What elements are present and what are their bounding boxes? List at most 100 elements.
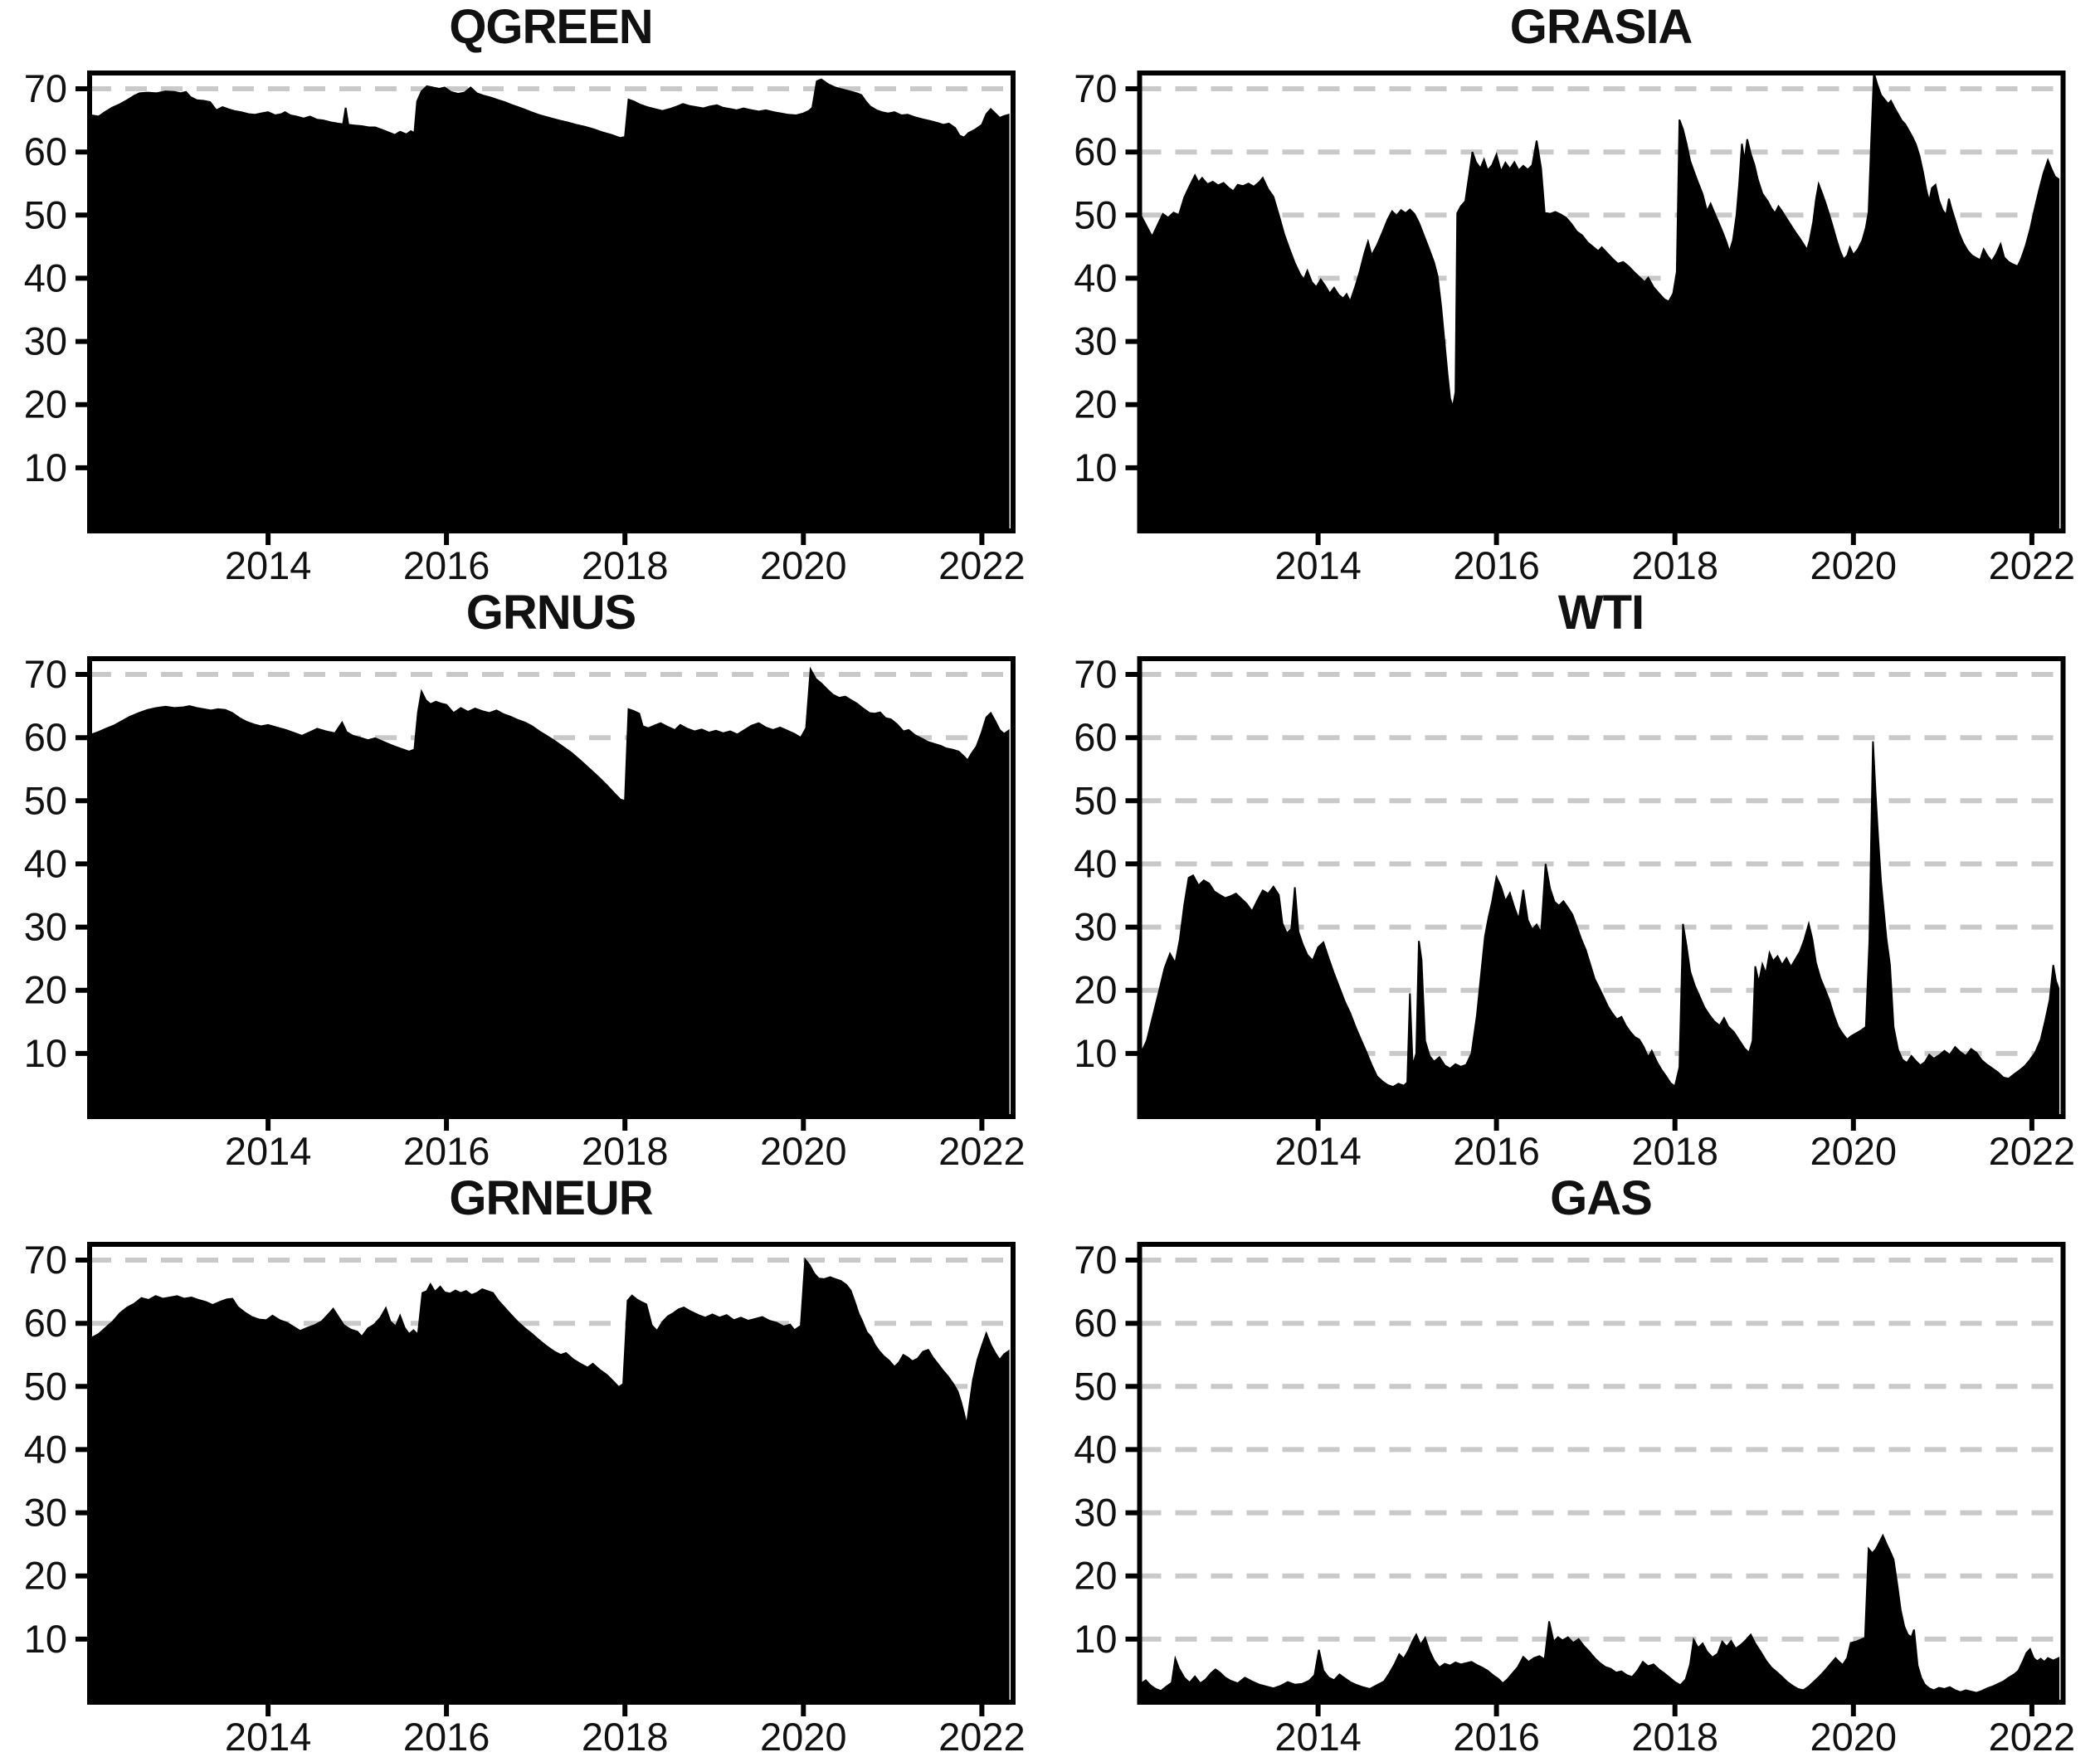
plot-frame xyxy=(1137,1242,2066,1705)
x-tick-label: 2022 xyxy=(1989,543,2076,586)
chart-panel-grnus: GRNUS 10 20 30 40 50 60 70 2014 2016 2018 2020 2022 xyxy=(0,586,1050,1171)
x-tick-label: 2016 xyxy=(1453,543,1540,586)
y-tick-label: 20 xyxy=(24,968,67,1012)
chart-panel-qgreen: QGREEN 10 20 30 40 50 60 70 2014 2016 2018 2020 202… xyxy=(0,0,1050,586)
plot-frame xyxy=(1137,656,2066,1119)
y-tick-label: 40 xyxy=(24,256,67,299)
plot-frame xyxy=(1137,71,2066,533)
plot-frame xyxy=(87,71,1016,533)
x-tick-label: 2022 xyxy=(1989,1129,2076,1171)
y-tick-label: 30 xyxy=(24,319,67,363)
y-tick-label: 70 xyxy=(1074,1238,1117,1282)
area-series xyxy=(1140,741,2060,1117)
y-tick-label: 20 xyxy=(24,1554,67,1598)
y-tick-label: 60 xyxy=(1074,129,1117,173)
y-tick-label: 20 xyxy=(1074,1554,1117,1598)
chart-panel-grasia: GRASIA 10 20 30 40 50 60 70 2014 2016 2018 2020 202… xyxy=(1050,0,2100,586)
area-series xyxy=(90,78,1010,532)
x-tick-label: 2020 xyxy=(760,1129,847,1171)
chart-panel-wti: WTI 10 20 30 40 50 60 70 2014 2016 2018 2020 2022 xyxy=(1050,586,2100,1171)
x-tick-label: 2014 xyxy=(1274,1715,1362,1757)
y-tick-label: 70 xyxy=(24,66,67,110)
y-tick-label: 40 xyxy=(24,841,67,885)
y-tick-label: 30 xyxy=(1074,1491,1117,1535)
x-tick-label: 2018 xyxy=(582,543,669,586)
x-tick-label: 2022 xyxy=(938,1715,1026,1757)
y-tick-label: 20 xyxy=(1074,968,1117,1012)
y-tick-label: 20 xyxy=(1074,382,1117,426)
area-series xyxy=(90,1257,1010,1703)
area-chart-gas: GAS 10 20 30 40 50 60 70 2014 2016 2018 2020 2022 xyxy=(1074,1171,2076,1757)
plot-frame xyxy=(87,1242,1016,1705)
x-tick-label: 2014 xyxy=(225,1129,312,1171)
chart-title: WTI xyxy=(1558,586,1644,640)
chart-title: GRNUS xyxy=(466,586,636,640)
chart-panel-grneur: GRNEUR 10 20 30 40 50 60 70 2014 2016 2018 2020 202… xyxy=(0,1171,1050,1757)
chart-title: GRNEUR xyxy=(449,1171,652,1225)
area-series xyxy=(1140,72,2060,532)
y-tick-label: 50 xyxy=(24,192,67,236)
chart-panel-gas: GAS 10 20 30 40 50 60 70 2014 2016 2018 2020 2022 xyxy=(1050,1171,2100,1757)
y-tick-label: 30 xyxy=(1074,319,1117,363)
y-tick-label: 10 xyxy=(1074,1617,1117,1661)
x-tick-label: 2016 xyxy=(1453,1129,1540,1171)
y-tick-label: 10 xyxy=(1074,1031,1117,1075)
area-chart-grnus: GRNUS 10 20 30 40 50 60 70 2014 2016 2018 2020 2022 xyxy=(24,586,1026,1171)
y-tick-label: 10 xyxy=(24,1617,67,1661)
x-tick-label: 2018 xyxy=(1631,1129,1718,1171)
y-tick-label: 60 xyxy=(1074,1301,1117,1345)
x-tick-label: 2014 xyxy=(1274,543,1362,586)
area-series xyxy=(90,666,1010,1117)
x-tick-label: 2014 xyxy=(225,543,312,586)
x-tick-label: 2020 xyxy=(1810,543,1898,586)
y-tick-label: 40 xyxy=(1074,841,1117,885)
x-tick-label: 2016 xyxy=(1453,1715,1540,1757)
y-tick-label: 20 xyxy=(24,382,67,426)
chart-title: GAS xyxy=(1550,1171,1652,1225)
y-tick-label: 50 xyxy=(24,1364,67,1408)
y-tick-label: 60 xyxy=(1074,715,1117,759)
y-tick-label: 50 xyxy=(1074,192,1117,236)
x-tick-label: 2022 xyxy=(1989,1715,2076,1757)
x-tick-label: 2018 xyxy=(582,1715,669,1757)
y-tick-label: 60 xyxy=(24,129,67,173)
y-tick-label: 40 xyxy=(1074,256,1117,299)
x-tick-label: 2020 xyxy=(1810,1129,1898,1171)
y-tick-label: 50 xyxy=(1074,1364,1117,1408)
y-tick-label: 70 xyxy=(24,652,67,696)
x-tick-label: 2022 xyxy=(938,543,1026,586)
y-tick-label: 40 xyxy=(24,1427,67,1471)
x-tick-label: 2016 xyxy=(403,1129,490,1171)
y-tick-label: 50 xyxy=(24,778,67,822)
y-tick-label: 40 xyxy=(1074,1427,1117,1471)
y-tick-label: 30 xyxy=(24,905,67,949)
chart-title: QGREEN xyxy=(449,0,652,54)
x-tick-label: 2018 xyxy=(582,1129,669,1171)
x-tick-label: 2014 xyxy=(225,1715,312,1757)
plot-frame xyxy=(87,656,1016,1119)
area-chart-grasia: GRASIA 10 20 30 40 50 60 70 2014 2016 2018 2020 202… xyxy=(1074,0,2076,586)
x-tick-label: 2020 xyxy=(760,543,847,586)
y-tick-label: 10 xyxy=(24,445,67,489)
y-tick-label: 50 xyxy=(1074,778,1117,822)
y-tick-label: 10 xyxy=(1074,445,1117,489)
y-tick-label: 60 xyxy=(24,1301,67,1345)
y-tick-label: 60 xyxy=(24,715,67,759)
x-tick-label: 2022 xyxy=(938,1129,1026,1171)
area-series xyxy=(1140,1533,2060,1703)
y-tick-label: 30 xyxy=(1074,905,1117,949)
x-tick-label: 2016 xyxy=(403,1715,490,1757)
y-tick-label: 70 xyxy=(24,1238,67,1282)
x-tick-label: 2020 xyxy=(760,1715,847,1757)
y-tick-label: 70 xyxy=(1074,66,1117,110)
chart-title: GRASIA xyxy=(1510,0,1693,54)
area-chart-grneur: GRNEUR 10 20 30 40 50 60 70 2014 2016 2018 2020 202… xyxy=(24,1171,1026,1757)
x-tick-label: 2020 xyxy=(1810,1715,1898,1757)
x-tick-label: 2016 xyxy=(403,543,490,586)
y-tick-label: 70 xyxy=(1074,652,1117,696)
y-tick-label: 10 xyxy=(24,1031,67,1075)
area-chart-qgreen: QGREEN 10 20 30 40 50 60 70 2014 2016 2018 2020 202… xyxy=(24,0,1026,586)
x-tick-label: 2014 xyxy=(1274,1129,1362,1171)
x-tick-label: 2018 xyxy=(1631,543,1718,586)
